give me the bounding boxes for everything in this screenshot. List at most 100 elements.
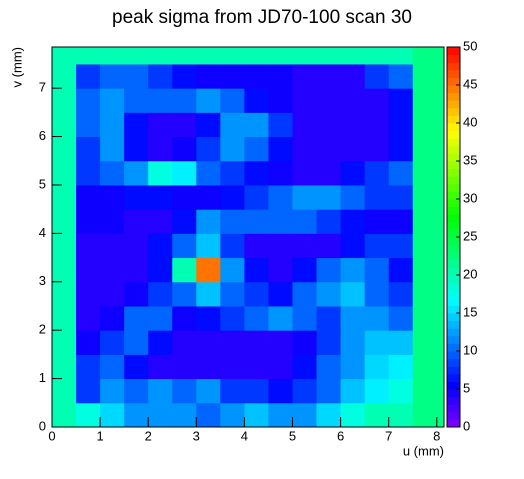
heatmap-cell bbox=[388, 378, 414, 404]
heatmap-cell bbox=[340, 257, 366, 283]
heatmap-cell bbox=[412, 330, 445, 355]
heatmap-cell bbox=[364, 257, 390, 283]
heatmap-cell bbox=[412, 88, 445, 113]
heatmap-cell bbox=[268, 136, 293, 162]
heatmap-cell bbox=[148, 330, 173, 355]
heatmap-cell bbox=[364, 402, 390, 428]
heatmap-cell bbox=[196, 88, 221, 113]
colorbar-step bbox=[447, 411, 460, 420]
heatmap-cell bbox=[340, 378, 366, 404]
z-tick-label: 0 bbox=[463, 418, 470, 433]
heatmap-cell bbox=[316, 47, 342, 65]
heatmap-cell bbox=[196, 47, 221, 65]
heatmap-cell bbox=[196, 112, 221, 138]
heatmap-cell bbox=[364, 330, 390, 355]
heatmap-cell bbox=[52, 184, 77, 210]
heatmap-cell bbox=[388, 281, 414, 307]
heatmap-cell bbox=[52, 112, 77, 138]
heatmap-cell bbox=[292, 281, 318, 307]
heatmap-cell bbox=[268, 281, 293, 307]
heatmap-cell bbox=[340, 209, 366, 234]
heatmap-cell bbox=[244, 136, 269, 162]
heatmap-cell bbox=[100, 209, 125, 234]
z-tick-label: 20 bbox=[463, 266, 477, 281]
heatmap-cell bbox=[196, 209, 221, 234]
colorbar-step bbox=[447, 77, 460, 86]
heatmap-cell bbox=[244, 63, 269, 89]
heatmap-cell bbox=[100, 160, 125, 186]
colorbar-step bbox=[447, 419, 460, 428]
heatmap-cell bbox=[148, 281, 173, 307]
heatmap-cell bbox=[172, 330, 197, 355]
heatmap-cell bbox=[292, 378, 318, 404]
heatmap-cell bbox=[196, 330, 221, 355]
heatmap-cell bbox=[76, 184, 101, 210]
heatmap-cell bbox=[268, 88, 293, 113]
heatmap-cell bbox=[52, 63, 77, 89]
heatmap-cell bbox=[124, 184, 149, 210]
z-tick-label: 50 bbox=[463, 38, 477, 53]
colorbar-step bbox=[447, 85, 460, 94]
heatmap-cell bbox=[292, 330, 318, 355]
heatmap-cell bbox=[76, 233, 101, 259]
heatmap-cell bbox=[292, 160, 318, 186]
heatmap-cell bbox=[316, 63, 342, 89]
colorbar-step bbox=[447, 161, 460, 170]
colorbar-step bbox=[447, 176, 460, 185]
heatmap-cell bbox=[316, 281, 342, 307]
y-tick-label: 0 bbox=[39, 418, 46, 433]
heatmap-cell bbox=[268, 305, 293, 331]
heatmap-cell bbox=[124, 160, 149, 186]
heatmap-cell bbox=[148, 209, 173, 234]
heatmap-cell bbox=[172, 354, 197, 380]
heatmap-cell bbox=[388, 330, 414, 355]
x-axis-label: u (mm) bbox=[403, 443, 444, 458]
z-tick-label: 5 bbox=[463, 380, 470, 395]
heatmap-cell bbox=[340, 88, 366, 113]
heatmap-cell bbox=[100, 378, 125, 404]
heatmap-cell bbox=[340, 281, 366, 307]
heatmap-cell bbox=[292, 305, 318, 331]
heatmap-cell bbox=[340, 136, 366, 162]
heatmap-cell bbox=[292, 184, 318, 210]
heatmap-cell bbox=[316, 354, 342, 380]
heatmap-cell bbox=[172, 402, 197, 428]
heatmap-cell bbox=[412, 402, 445, 428]
colorbar-step bbox=[447, 54, 460, 63]
heatmap-cell bbox=[148, 184, 173, 210]
heatmap-cell bbox=[220, 160, 245, 186]
heatmap-cell bbox=[292, 88, 318, 113]
y-tick-label: 4 bbox=[39, 225, 46, 240]
heatmap-cell bbox=[316, 305, 342, 331]
heatmap-cell bbox=[316, 136, 342, 162]
colorbar-step bbox=[447, 335, 460, 344]
heatmap-cell bbox=[196, 378, 221, 404]
heatmap-cell bbox=[148, 257, 173, 283]
heatmap-cell bbox=[100, 233, 125, 259]
heatmap-cell bbox=[292, 402, 318, 428]
x-tick-label: 4 bbox=[241, 428, 248, 443]
x-tick-label: 3 bbox=[193, 428, 200, 443]
heatmap-cell bbox=[268, 233, 293, 259]
colorbar-step bbox=[447, 351, 460, 360]
heatmap-cell bbox=[76, 209, 101, 234]
heatmap-cell bbox=[172, 281, 197, 307]
heatmap-cell bbox=[220, 47, 245, 65]
heatmap-cell bbox=[52, 330, 77, 355]
heatmap-cell bbox=[148, 402, 173, 428]
heatmap-cell bbox=[412, 160, 445, 186]
plot-frame bbox=[51, 46, 445, 428]
heatmap-cell bbox=[316, 330, 342, 355]
heatmap-cell bbox=[364, 378, 390, 404]
heatmap-cell bbox=[76, 305, 101, 331]
colorbar-step bbox=[447, 305, 460, 314]
heatmap-cell bbox=[364, 160, 390, 186]
heatmap-cell bbox=[124, 281, 149, 307]
heatmap-cell bbox=[76, 378, 101, 404]
heatmap-cell bbox=[292, 354, 318, 380]
heatmap-cell bbox=[412, 184, 445, 210]
y-axis-label: v (mm) bbox=[9, 47, 24, 87]
heatmap-cell bbox=[220, 136, 245, 162]
x-tick-label: 2 bbox=[145, 428, 152, 443]
heatmap-cell bbox=[196, 184, 221, 210]
